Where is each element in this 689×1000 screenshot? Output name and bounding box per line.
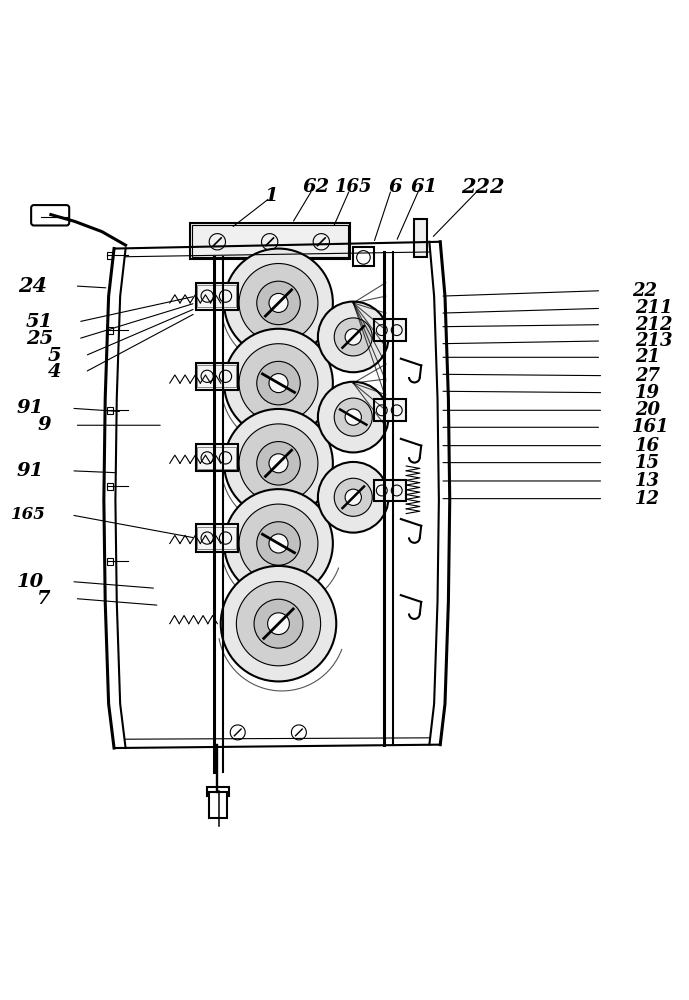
Text: 6: 6 [389,178,402,196]
Circle shape [224,409,333,518]
Circle shape [239,424,318,503]
Text: 211: 211 [635,299,672,317]
Circle shape [318,462,389,533]
Circle shape [257,522,300,565]
Circle shape [236,582,320,666]
Bar [414,219,426,257]
Bar [197,527,236,549]
Bar [207,787,229,796]
Circle shape [239,264,318,342]
Text: 20: 20 [635,401,660,419]
Circle shape [318,302,389,372]
Text: 212: 212 [635,316,672,334]
Circle shape [318,382,389,452]
Bar [197,447,236,469]
Circle shape [334,318,372,356]
Circle shape [345,489,362,505]
Circle shape [239,344,318,423]
Text: 165: 165 [11,506,46,523]
Text: 19: 19 [635,384,660,402]
Text: 12: 12 [635,490,660,508]
Text: 22: 22 [632,282,657,300]
Circle shape [267,613,289,635]
Circle shape [224,329,333,437]
Bar [197,285,236,307]
Bar [373,399,407,421]
Text: 25: 25 [25,330,53,348]
Circle shape [220,566,336,681]
Text: 91: 91 [17,399,44,417]
Text: 4: 4 [48,363,61,381]
Bar [197,365,236,387]
Circle shape [239,504,318,583]
Text: 222: 222 [461,177,504,197]
Circle shape [224,249,333,357]
Text: 9: 9 [37,416,51,434]
Circle shape [269,534,288,553]
Text: 161: 161 [632,418,669,436]
Circle shape [257,361,300,405]
Circle shape [334,398,372,436]
Bar [209,792,227,818]
Bar [107,558,113,565]
Circle shape [334,478,372,516]
Circle shape [345,329,362,345]
Text: 51: 51 [25,313,53,331]
Text: 15: 15 [635,454,660,472]
Bar [373,319,407,341]
Circle shape [269,454,288,473]
Bar [373,480,407,501]
Bar [353,247,373,266]
Text: 5: 5 [48,347,61,365]
Circle shape [269,374,288,393]
Text: 10: 10 [17,573,44,591]
Bar [196,524,238,552]
Text: 16: 16 [635,437,660,455]
Bar [196,444,238,471]
Text: 62: 62 [302,178,329,196]
Bar [107,483,113,490]
Text: 27: 27 [635,367,660,385]
Bar [196,283,238,310]
Text: 213: 213 [635,332,672,350]
Text: 165: 165 [334,178,372,196]
Circle shape [224,489,333,598]
Bar [190,223,350,259]
Bar [107,407,113,414]
Circle shape [269,293,288,312]
Bar [107,252,113,259]
Text: 24: 24 [19,276,48,296]
Bar [107,327,113,334]
Bar [196,363,238,390]
Bar [192,225,349,257]
Circle shape [345,409,362,425]
Text: 91: 91 [17,462,44,480]
Text: 1: 1 [265,187,278,205]
Circle shape [254,599,303,648]
Text: 61: 61 [410,178,438,196]
Text: 21: 21 [635,348,660,366]
Circle shape [257,281,300,325]
Circle shape [257,442,300,485]
FancyBboxPatch shape [31,205,69,225]
Text: 7: 7 [37,590,51,608]
Text: 13: 13 [635,472,660,490]
